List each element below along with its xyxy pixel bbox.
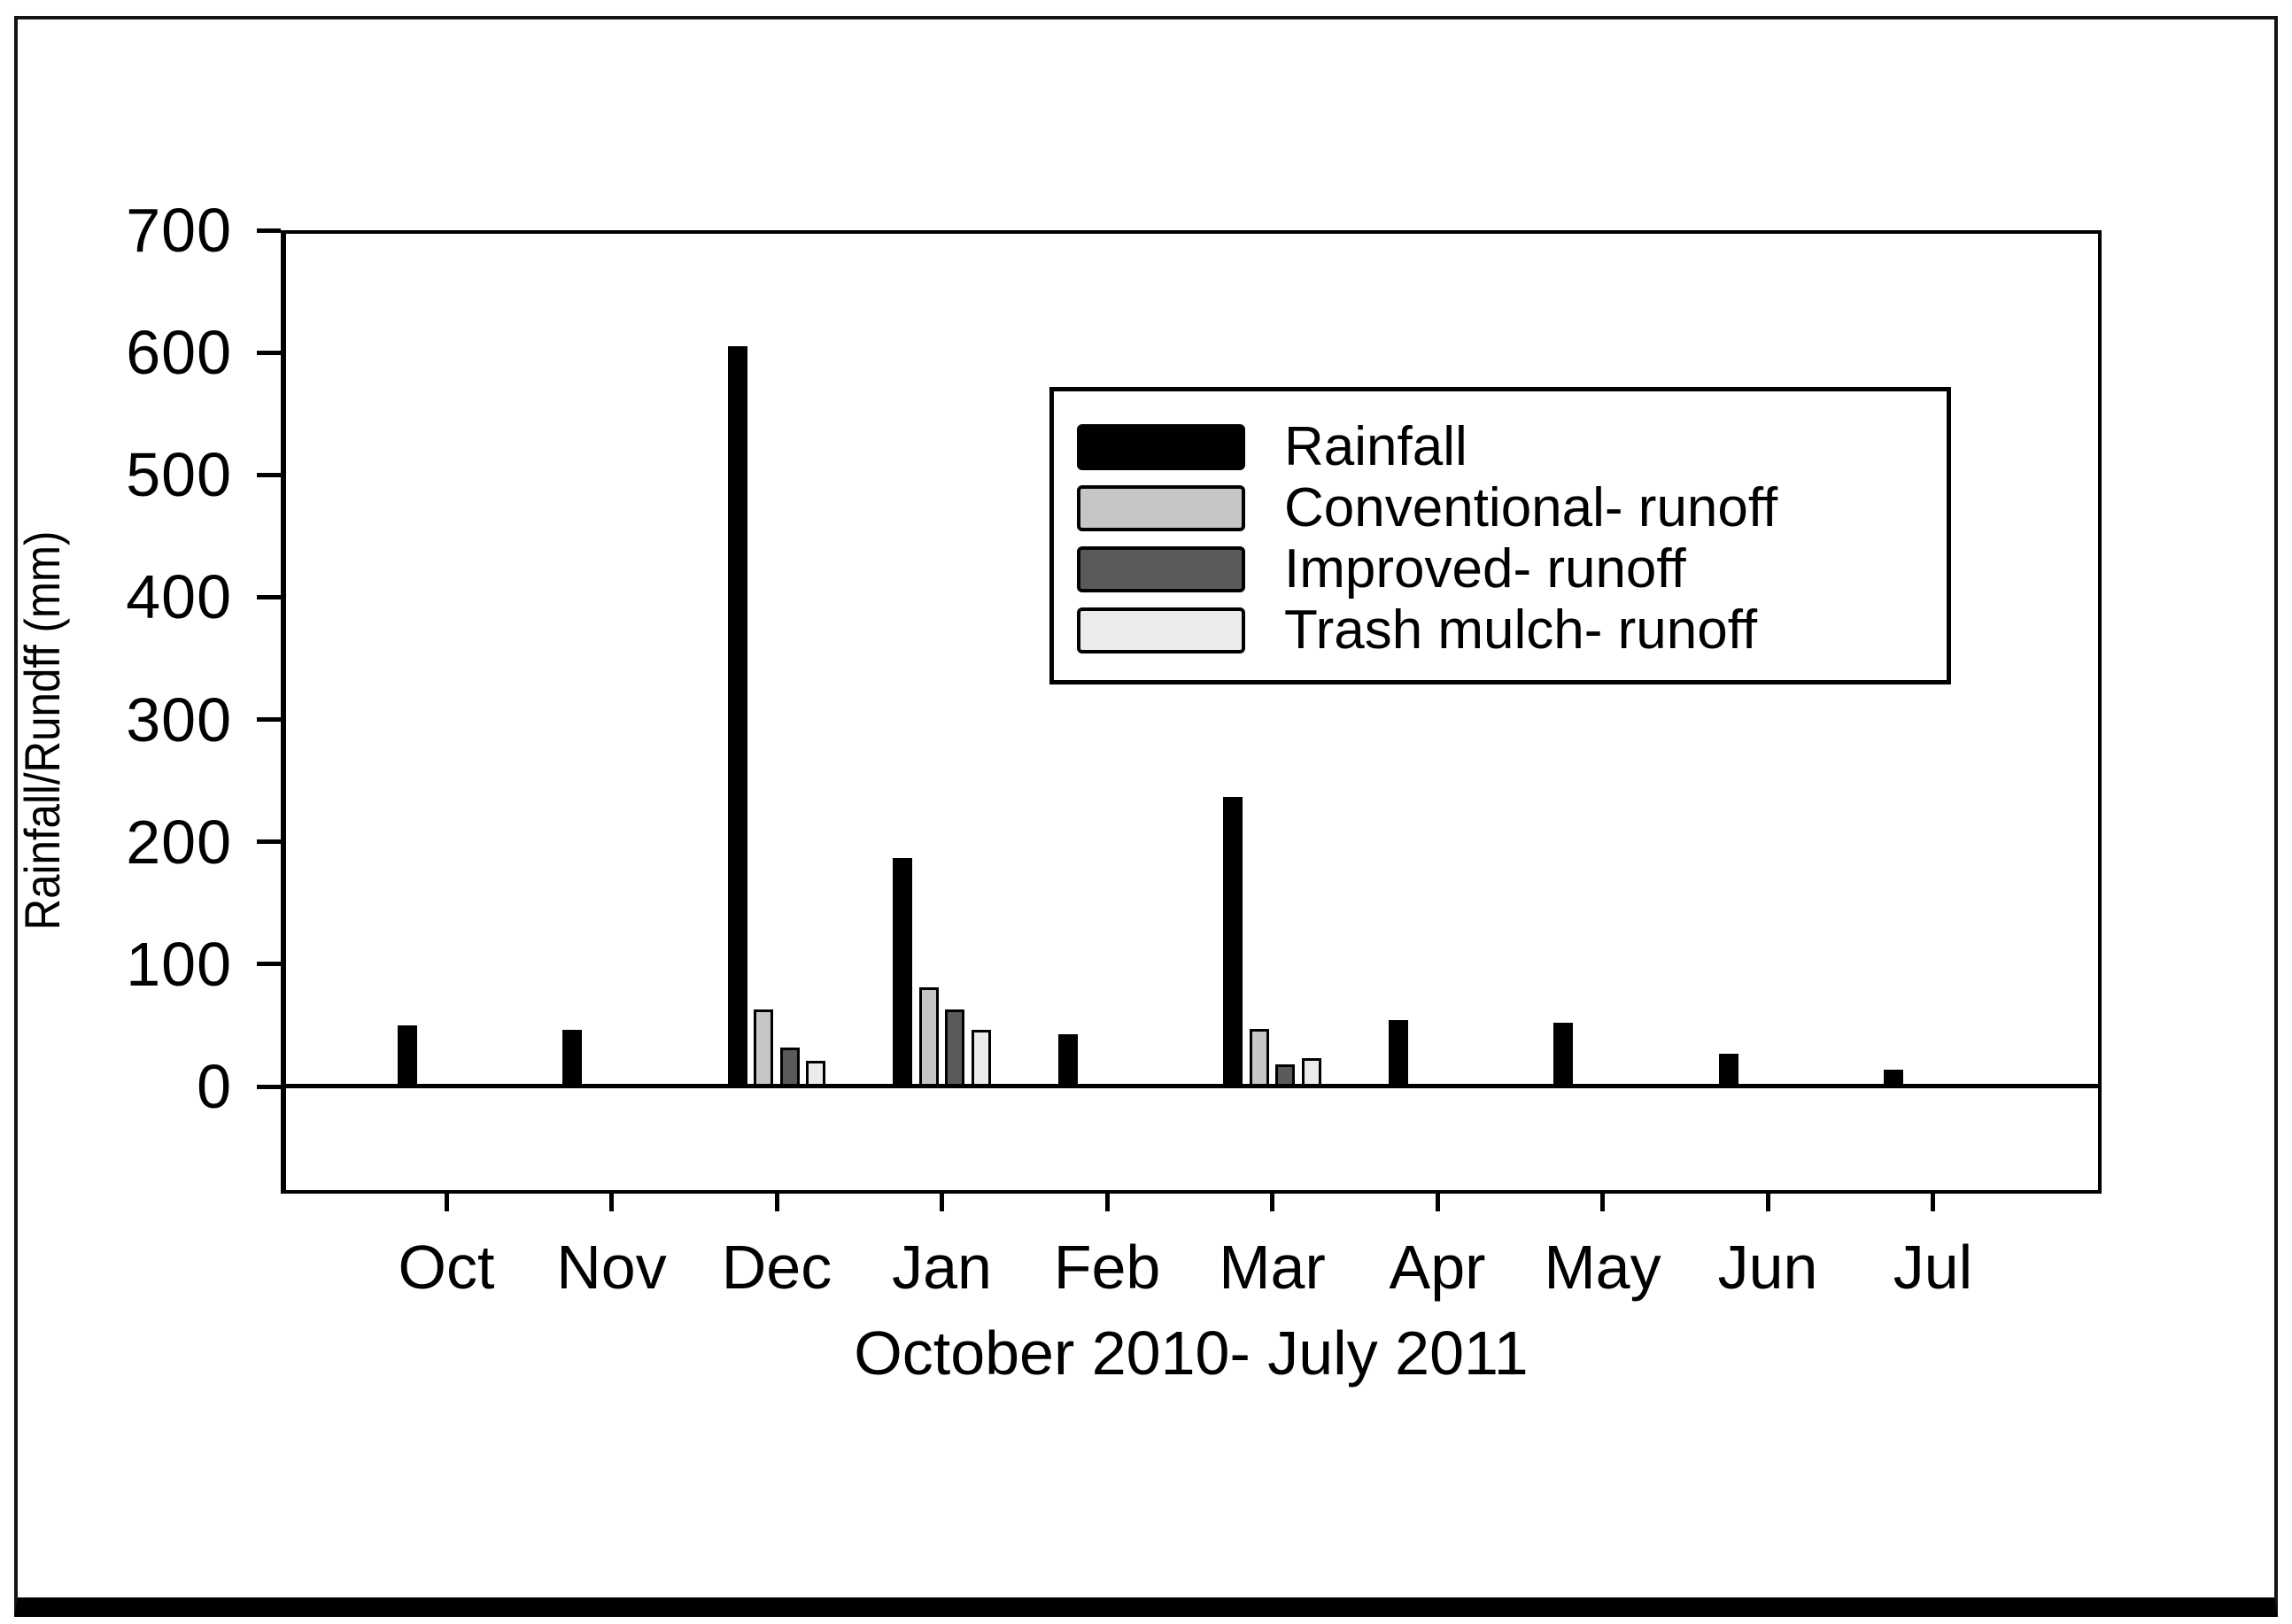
x-tick-label-jan: Jan <box>892 1233 992 1302</box>
x-tick-label-oct: Oct <box>398 1233 495 1302</box>
legend-label-conventional-runoff: Conventional- runoff <box>1284 476 1778 538</box>
x-tick-label-jul: Jul <box>1893 1233 1973 1302</box>
x-tick-oct <box>444 1194 449 1211</box>
y-tick-400 <box>257 594 281 599</box>
bar-trash-mulch-runoff-dec <box>806 1060 826 1087</box>
y-tick-600 <box>257 350 281 355</box>
bar-rainfall-jan <box>893 857 913 1087</box>
y-tick-0 <box>257 1084 281 1089</box>
bar-conventional-runoff-dec <box>754 1009 774 1087</box>
x-tick-mar <box>1270 1194 1274 1211</box>
x-tick-label-may: May <box>1544 1233 1661 1302</box>
x-tick-label-dec: Dec <box>721 1233 832 1302</box>
bar-rainfall-may <box>1553 1023 1574 1087</box>
bar-trash-mulch-runoff-jan <box>971 1030 991 1087</box>
x-tick-jun <box>1765 1194 1770 1211</box>
bar-rainfall-mar <box>1223 796 1243 1087</box>
x-tick-feb <box>1104 1194 1110 1211</box>
legend-label-improved-runoff: Improved- runoff <box>1284 537 1686 599</box>
x-tick-may <box>1600 1194 1605 1211</box>
bar-rainfall-jun <box>1718 1053 1738 1087</box>
x-tick-jan <box>940 1194 944 1211</box>
legend-row-improved-runoff: Improved- runoff <box>1054 538 1947 599</box>
x-tick-nov <box>609 1194 614 1211</box>
legend-swatch-conventional-runoff <box>1077 484 1245 531</box>
bar-improved-runoff-mar <box>1275 1064 1296 1087</box>
bar-improved-runoff-jan <box>945 1009 965 1087</box>
x-tick-jul <box>1931 1194 1935 1211</box>
x-tick-label-nov: Nov <box>556 1233 667 1302</box>
legend-swatch-trash-mulch-runoff <box>1077 607 1245 653</box>
y-tick-label-600: 600 <box>126 318 232 388</box>
legend-swatch-improved-runoff <box>1077 545 1245 592</box>
plot-area <box>281 230 2102 1194</box>
x-axis-title: October 2010- July 2011 <box>854 1319 1529 1388</box>
bar-rainfall-oct <box>397 1025 417 1087</box>
y-tick-100 <box>257 962 281 967</box>
figure-frame <box>14 16 2278 1617</box>
y-tick-label-400: 400 <box>126 562 232 632</box>
y-tick-label-100: 100 <box>126 929 232 999</box>
x-tick-dec <box>774 1194 779 1211</box>
y-tick-700 <box>257 228 281 233</box>
bar-improved-runoff-dec <box>779 1047 800 1087</box>
legend-label-rainfall: Rainfall <box>1284 415 1467 477</box>
y-tick-500 <box>257 472 281 477</box>
legend-row-rainfall: Rainfall <box>1054 416 1947 477</box>
bar-conventional-runoff-mar <box>1249 1029 1269 1087</box>
bar-rainfall-dec <box>727 346 747 1087</box>
y-tick-label-500: 500 <box>126 440 232 510</box>
bar-trash-mulch-runoff-mar <box>1301 1058 1321 1087</box>
y-tick-label-700: 700 <box>126 196 232 265</box>
x-tick-label-feb: Feb <box>1053 1233 1161 1302</box>
x-tick-apr <box>1435 1194 1440 1211</box>
bar-rainfall-nov <box>562 1030 583 1087</box>
y-tick-label-300: 300 <box>126 684 232 754</box>
bar-rainfall-jul <box>1884 1069 1904 1087</box>
legend-label-trash-mulch-runoff: Trash mulch- runoff <box>1284 599 1758 661</box>
legend: Rainfall Conventional- runoff Improved- ru… <box>1049 387 1951 684</box>
bar-rainfall-feb <box>1057 1033 1078 1087</box>
y-tick-label-200: 200 <box>126 807 232 877</box>
x-tick-label-mar: Mar <box>1219 1233 1326 1302</box>
bar-rainfall-apr <box>1388 1020 1408 1087</box>
y-tick-300 <box>257 717 281 723</box>
zero-baseline <box>281 1084 2102 1088</box>
x-tick-label-apr: Apr <box>1389 1233 1486 1302</box>
y-tick-label-0: 0 <box>197 1052 232 1121</box>
legend-row-trash-mulch-runoff: Trash mulch- runoff <box>1054 599 1947 661</box>
x-tick-label-jun: Jun <box>1717 1233 1818 1302</box>
bar-conventional-runoff-jan <box>918 987 939 1087</box>
legend-row-conventional-runoff: Conventional- runoff <box>1054 477 1947 538</box>
legend-swatch-rainfall <box>1077 423 1245 470</box>
y-tick-200 <box>257 839 281 845</box>
